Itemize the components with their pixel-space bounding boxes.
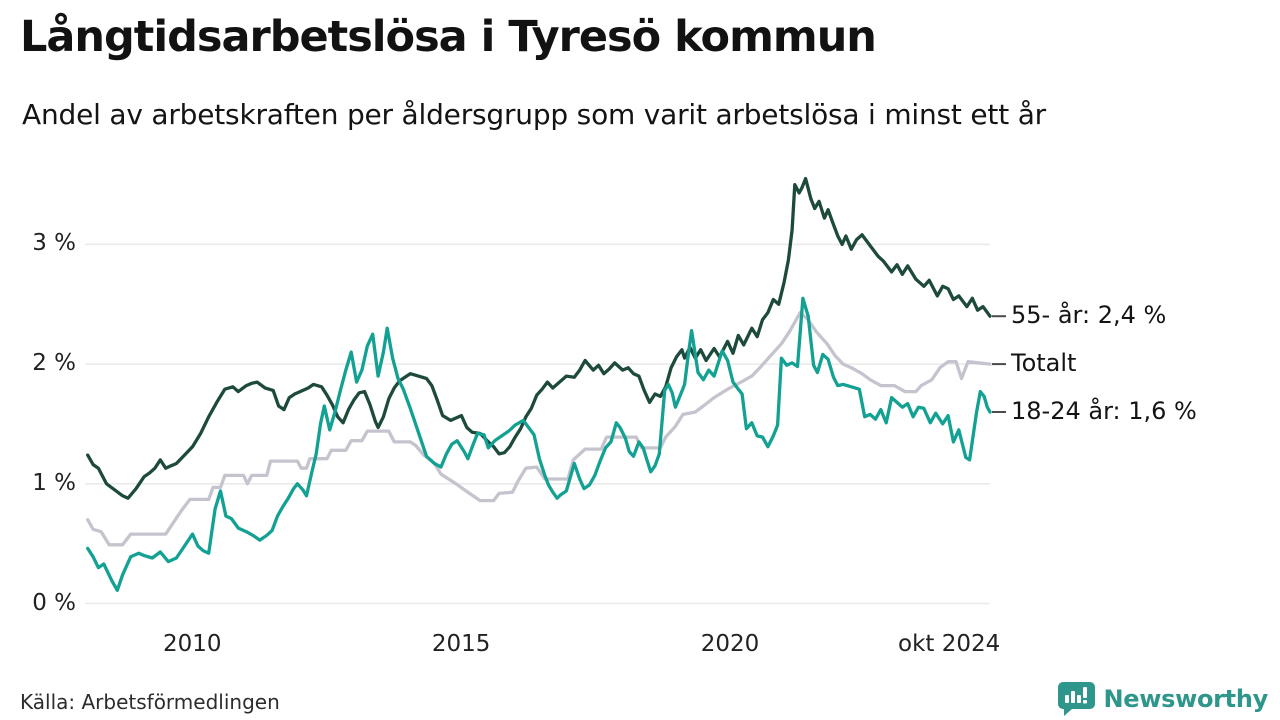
source-note: Källa: Arbetsförmedlingen <box>20 690 280 714</box>
x-tick-label: 2020 <box>700 631 760 657</box>
page-subtitle: Andel av arbetskraften per åldersgrupp s… <box>22 98 1046 131</box>
newsworthy-bar-chart-bubble-icon <box>1058 682 1096 716</box>
y-tick-label: 3 % <box>32 230 76 257</box>
x-tick-label: okt 2024 <box>898 631 1001 657</box>
y-tick-label: 2 % <box>32 350 76 377</box>
x-tick-label: 2010 <box>163 631 222 657</box>
series-end-label-55- år: 55- år: 2,4 % <box>1011 301 1167 330</box>
series-end-label-18-24 år: 18-24 år: 1,6 % <box>1011 396 1197 425</box>
x-tick-label: 2015 <box>431 631 491 657</box>
page-title: Långtidsarbetslösa i Tyresö kommun <box>20 12 877 62</box>
series-line-18-24 år <box>86 296 992 592</box>
series-line-Totalt <box>86 310 992 547</box>
y-tick-label: 1 % <box>32 469 76 496</box>
series-end-label-Totalt: Totalt <box>1011 349 1077 378</box>
series-lines <box>86 176 992 592</box>
y-tick-label: 0 % <box>32 589 76 616</box>
series-line-55- år <box>86 176 992 500</box>
gridlines <box>85 243 990 605</box>
end-label-dashes <box>992 315 1006 413</box>
newsworthy-brand: Newsworthy <box>1058 682 1268 716</box>
newsworthy-wordmark: Newsworthy <box>1103 685 1268 713</box>
